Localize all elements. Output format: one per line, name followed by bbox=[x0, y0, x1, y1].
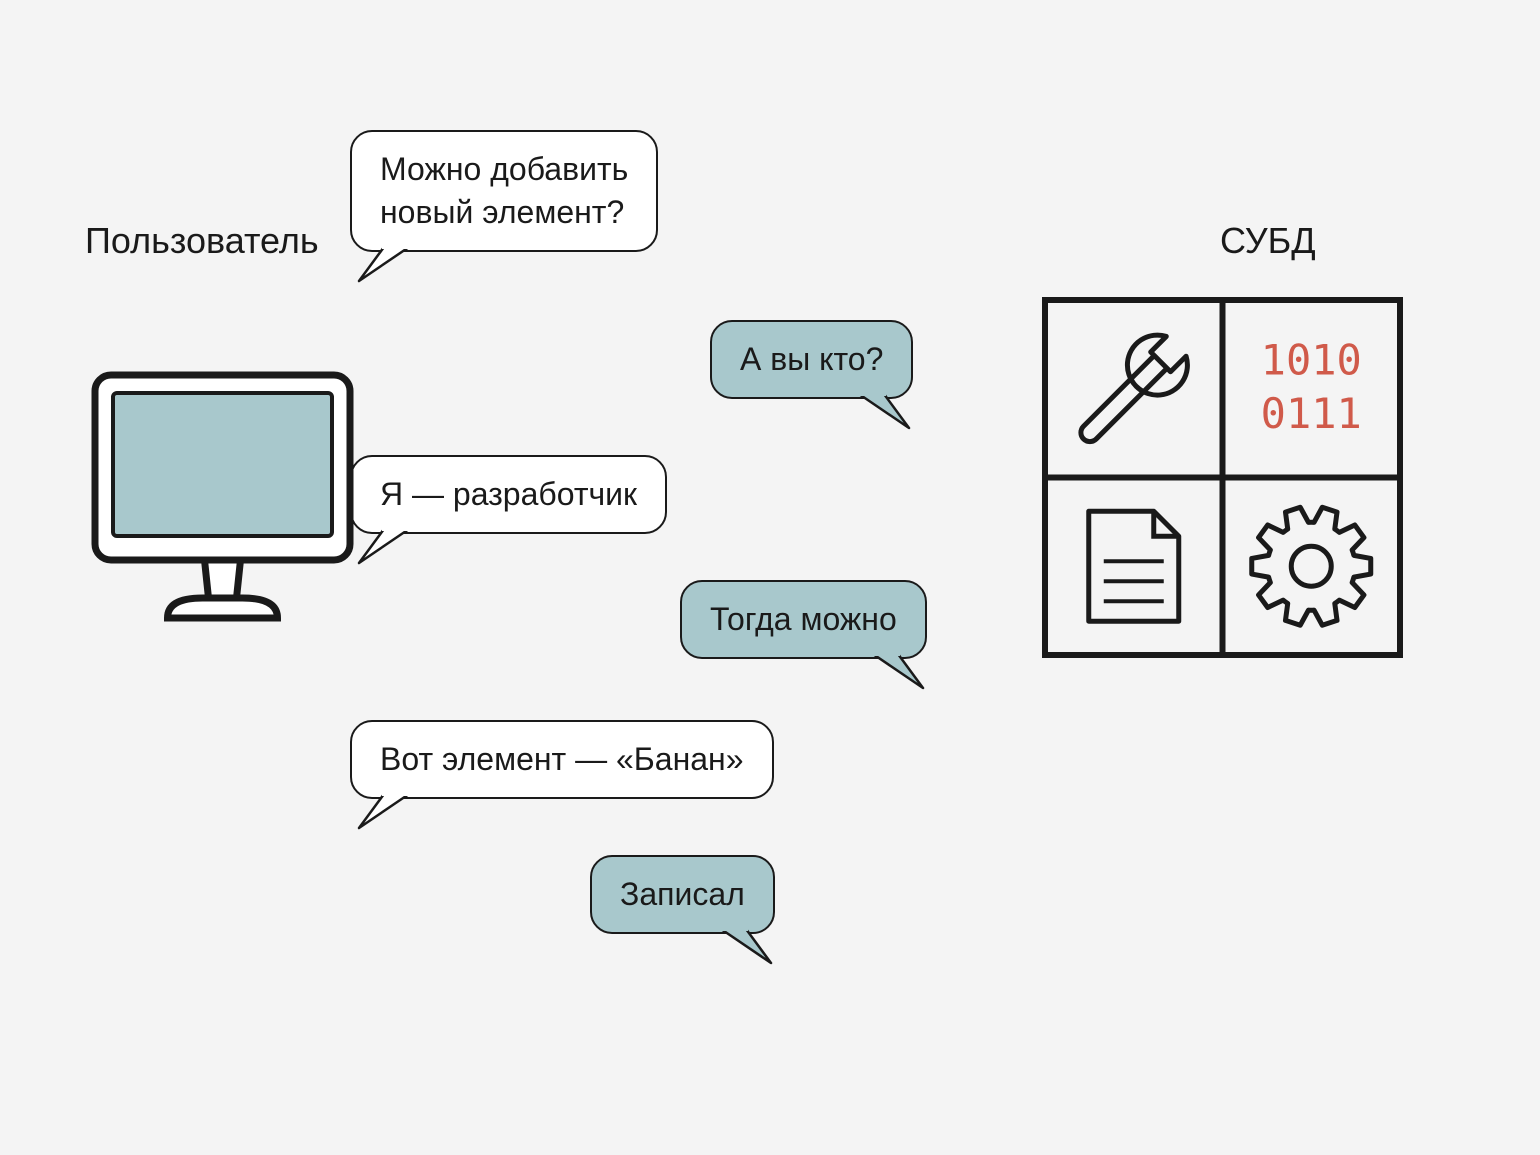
bubble-text: Вот элемент — «Банан» bbox=[380, 741, 744, 777]
gear-icon bbox=[1252, 507, 1371, 625]
monitor-icon bbox=[75, 355, 370, 650]
bubble-text: Записал bbox=[620, 876, 745, 912]
speech-bubble-q2: Я — разработчик bbox=[350, 455, 667, 534]
diagram-canvas: Пользователь СУБД Можно добавить новый э… bbox=[0, 0, 1540, 1155]
dbms-grid-icon: 10100111 bbox=[1039, 294, 1406, 661]
speech-bubble-q3: Вот элемент — «Банан» bbox=[350, 720, 774, 799]
bubble-text: А вы кто? bbox=[740, 341, 883, 377]
speech-bubble-a2: Тогда можно bbox=[680, 580, 927, 659]
bubble-tail bbox=[859, 394, 909, 434]
bubble-tail bbox=[354, 794, 404, 834]
document-icon bbox=[1089, 511, 1179, 621]
bubble-text: Тогда можно bbox=[710, 601, 897, 637]
binary-line-1: 1010 bbox=[1261, 336, 1362, 385]
speech-bubble-q1: Можно добавить новый элемент? bbox=[350, 130, 658, 252]
bubble-tail bbox=[873, 654, 923, 694]
bubble-tail bbox=[721, 929, 771, 969]
bubble-text: Можно добавить новый элемент? bbox=[380, 151, 628, 230]
wrench-icon bbox=[1062, 325, 1197, 460]
binary-line-2: 0111 bbox=[1261, 389, 1362, 438]
user-label: Пользователь bbox=[85, 220, 319, 262]
speech-bubble-a1: А вы кто? bbox=[710, 320, 913, 399]
bubble-text: Я — разработчик bbox=[380, 476, 637, 512]
speech-bubble-a3: Записал bbox=[590, 855, 775, 934]
bubble-tail bbox=[354, 247, 404, 287]
dbms-label: СУБД bbox=[1220, 220, 1316, 262]
